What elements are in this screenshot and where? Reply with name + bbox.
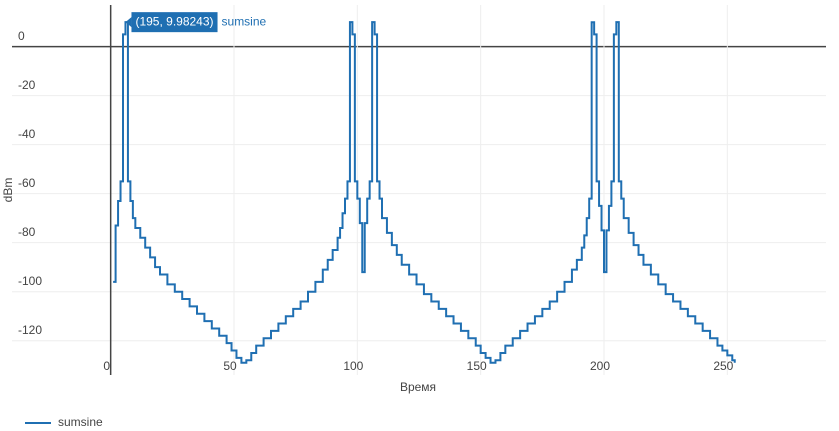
x-tick-label: 0 bbox=[103, 359, 110, 373]
x-tick-label: 50 bbox=[223, 359, 237, 373]
x-axis-title: Время bbox=[400, 380, 436, 394]
x-tick-label: 150 bbox=[467, 359, 487, 373]
y-tick-label: -100 bbox=[18, 274, 42, 288]
hover-text: (195, 9.98243) bbox=[135, 14, 213, 28]
y-tick-label: -80 bbox=[18, 225, 36, 239]
hover-box bbox=[131, 12, 218, 33]
hover-pointer bbox=[125, 17, 132, 28]
y-tick-label: -60 bbox=[18, 176, 36, 190]
y-tick-label: -20 bbox=[18, 78, 36, 92]
legend-label: sumsine bbox=[58, 415, 103, 429]
x-tick-label: 200 bbox=[590, 359, 610, 373]
x-tick-label: 100 bbox=[343, 359, 363, 373]
y-tick-label: -120 bbox=[18, 323, 42, 337]
hover-series-name: sumsine bbox=[222, 14, 267, 28]
y-tick-label: -40 bbox=[18, 127, 36, 141]
line-series bbox=[113, 21, 736, 364]
x-tick-label: 250 bbox=[713, 359, 733, 373]
y-axis-title: dBm bbox=[1, 178, 15, 203]
y-tick-label: 0 bbox=[18, 29, 25, 43]
